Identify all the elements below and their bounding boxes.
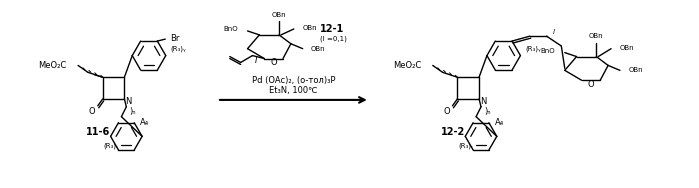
Text: OBn: OBn [272, 12, 287, 18]
Text: (R₃)ᵣ: (R₃)ᵣ [458, 143, 473, 149]
Text: N: N [125, 97, 131, 106]
Text: Br: Br [171, 34, 180, 43]
Text: (R₃)ᵣ: (R₃)ᵣ [103, 143, 118, 149]
Text: 12-2: 12-2 [440, 127, 465, 137]
Text: 11-6: 11-6 [86, 127, 110, 137]
Text: (R₃)ᵧ: (R₃)ᵧ [526, 45, 541, 52]
Text: O: O [271, 58, 277, 67]
Text: BnO: BnO [540, 48, 555, 54]
Text: I: I [255, 56, 258, 65]
Text: O: O [588, 80, 594, 89]
Text: BnO: BnO [223, 26, 238, 32]
Text: 12-1: 12-1 [320, 24, 345, 34]
Text: OBn: OBn [589, 33, 604, 39]
Text: )ₙ: )ₙ [129, 107, 136, 116]
Text: A₄: A₄ [495, 118, 504, 127]
Text: (l =0,1): (l =0,1) [320, 36, 347, 42]
Text: OBn: OBn [620, 45, 635, 51]
Text: O: O [89, 107, 95, 116]
Text: MeO₂C: MeO₂C [393, 61, 421, 70]
Text: MeO₂C: MeO₂C [38, 61, 66, 70]
Text: OBn: OBn [303, 25, 317, 31]
Text: l: l [552, 29, 554, 35]
Text: OBn: OBn [310, 46, 325, 52]
Text: OBn: OBn [629, 67, 644, 73]
Text: N: N [480, 97, 487, 106]
Text: Pd (OAc)₂, (o-тол)₃P: Pd (OAc)₂, (o-тол)₃P [252, 76, 335, 85]
Text: Et₃N, 100℃: Et₃N, 100℃ [269, 86, 317, 95]
Text: O: O [443, 107, 450, 116]
Text: )ₙ: )ₙ [484, 107, 491, 116]
Text: (R₃)ᵧ: (R₃)ᵧ [171, 45, 187, 52]
Text: A₄: A₄ [140, 118, 150, 127]
